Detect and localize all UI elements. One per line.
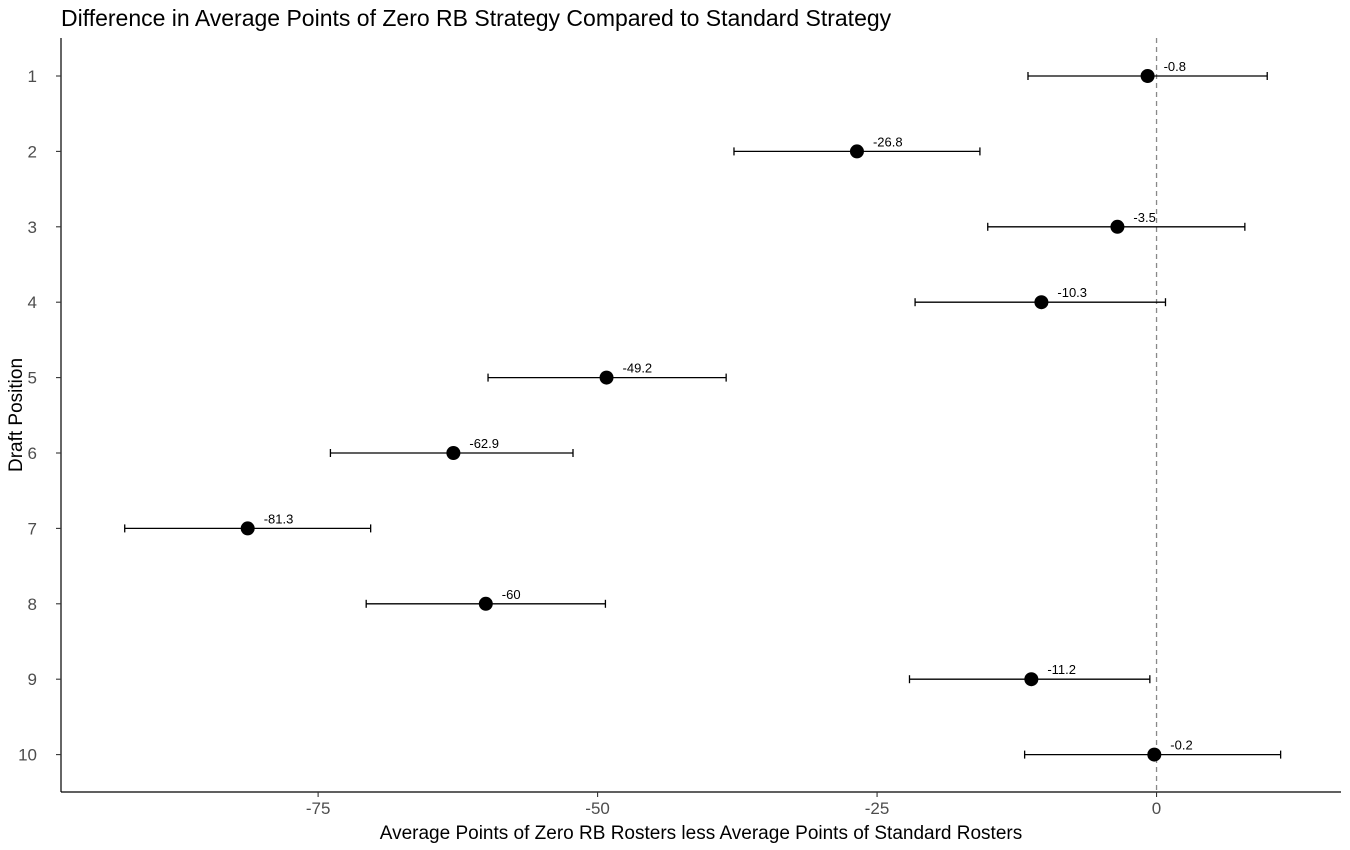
y-tick-label: 4 (28, 293, 37, 312)
data-label: -0.8 (1164, 59, 1186, 74)
data-label: -11.2 (1047, 662, 1076, 677)
data-point (1024, 672, 1039, 687)
y-tick-label: 5 (28, 369, 37, 388)
data-point (849, 144, 864, 159)
y-tick-label: 6 (28, 444, 37, 463)
x-tick-label: -75 (306, 799, 331, 818)
chart-title: Difference in Average Points of Zero RB … (61, 5, 892, 31)
data-point (240, 521, 255, 536)
data-point (1147, 747, 1162, 762)
x-tick-label: -50 (585, 799, 610, 818)
data-label: -3.5 (1133, 210, 1155, 225)
data-label: -81.3 (264, 511, 294, 526)
x-tick-label: 0 (1152, 799, 1161, 818)
data-point (446, 446, 461, 460)
data-label: -0.2 (1170, 738, 1192, 753)
y-tick-label: 3 (28, 218, 37, 237)
data-label: -60 (502, 587, 521, 602)
data-label: -62.9 (469, 436, 499, 451)
data-label: -26.8 (873, 134, 903, 149)
data-point (1140, 69, 1155, 83)
x-tick-label: -25 (865, 799, 890, 818)
y-tick-label: 9 (28, 670, 37, 689)
y-axis-title: Draft Position (6, 358, 27, 472)
data-point (1110, 219, 1125, 234)
data-point (1034, 295, 1049, 310)
data-label: -10.3 (1057, 285, 1087, 300)
y-tick-label: 8 (28, 595, 37, 614)
y-tick-label: 7 (28, 519, 37, 538)
y-tick-label: 2 (28, 142, 37, 161)
y-tick-label: 10 (18, 746, 37, 765)
data-point (478, 596, 493, 611)
x-axis-title: Average Points of Zero RB Rosters less A… (380, 823, 1022, 844)
data-label: -49.2 (623, 361, 653, 376)
data-point (599, 370, 614, 385)
y-tick-label: 1 (28, 67, 37, 86)
plot-area: -75 -50 -25 0 1 2 3 4 5 6 7 8 9 10 -0.8 -26.8 -3.5 -10.3 -… (18, 38, 1341, 818)
